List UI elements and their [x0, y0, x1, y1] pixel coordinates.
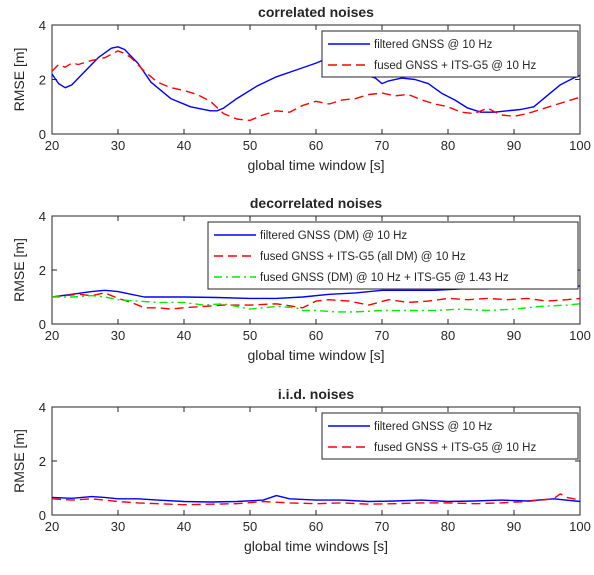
legend-box: [321, 412, 579, 460]
x-tick-label: 70: [375, 328, 389, 343]
x-tick-label: 70: [375, 138, 389, 153]
x-tick-label: 60: [309, 519, 323, 534]
y-tick-label: 4: [39, 209, 46, 224]
x-axis-label: global time windows [s]: [244, 538, 388, 554]
x-tick-label: 100: [569, 138, 591, 153]
legend-label: fused GNSS + ITS-G5 @ 10 Hz: [374, 442, 536, 454]
series-line-3: [52, 294, 581, 313]
x-axis-label: global time window [s]: [248, 347, 385, 363]
legend-box: [321, 30, 579, 78]
legend-label: filtered GNSS @ 10 Hz: [374, 39, 493, 51]
x-axis-label: global time window [s]: [248, 157, 385, 173]
y-tick-label: 0: [39, 127, 46, 142]
y-tick-label: 2: [39, 73, 46, 88]
x-tick-label: 50: [243, 328, 257, 343]
x-tick-label: 100: [569, 328, 591, 343]
x-tick-label: 90: [507, 138, 521, 153]
series-line-2: [51, 50, 581, 122]
chart-title: decorrelated noises: [250, 195, 382, 211]
x-tick-label: 100: [569, 519, 591, 534]
series-line-2: [51, 292, 581, 310]
subplot-2: decorrelated noises 20 30 40 50 60 70 80 90 100 0 2…: [11, 195, 591, 363]
x-tick-label: 30: [111, 519, 125, 534]
y-tick-label: 4: [39, 400, 46, 415]
x-tick-label: 80: [441, 328, 455, 343]
x-tick-label: 90: [507, 519, 521, 534]
chart-title: i.i.d. noises: [278, 386, 354, 402]
legend: filtered GNSS @ 10 Hz fused GNSS + ITS-G5…: [321, 412, 579, 460]
x-tick-label: 40: [177, 328, 191, 343]
y-axis-label: RMSE [m]: [11, 238, 27, 302]
x-tick-label: 30: [111, 138, 125, 153]
x-tick-label: 60: [309, 328, 323, 343]
y-tick-label: 2: [39, 454, 46, 469]
legend: filtered GNSS @ 10 Hz fused GNSS + ITS-G5…: [321, 30, 579, 78]
x-tick-label: 40: [177, 138, 191, 153]
legend-label: fused GNSS + ITS-G5 (all DM) @ 10 Hz: [260, 251, 466, 263]
y-axis-label: RMSE [m]: [11, 429, 27, 493]
subplot-3: i.i.d. noises 20 30 40 50 60 70 80 90 100 0 2 4 globa…: [11, 386, 591, 554]
x-tick-label: 50: [243, 138, 257, 153]
y-tick-label: 4: [39, 18, 46, 33]
x-tick-label: 90: [507, 328, 521, 343]
x-tick-label: 50: [243, 519, 257, 534]
legend-label: fused GNSS + ITS-G5 @ 10 Hz: [374, 60, 536, 72]
y-axis-label: RMSE [m]: [11, 48, 27, 112]
y-tick-label: 0: [39, 317, 46, 332]
x-tick-label: 20: [45, 138, 59, 153]
y-tick-label: 0: [39, 508, 46, 523]
x-tick-label: 30: [111, 328, 125, 343]
series-line-1: [51, 494, 581, 503]
subplot-1: correlated noises 20 30 40 50 60 70 80 90 100 0 2 4 g…: [11, 4, 591, 173]
legend-box: [207, 221, 579, 290]
y-tick-label: 2: [39, 263, 46, 278]
legend-label: fused GNSS (DM) @ 10 Hz + ITS-G5 @ 1.43 …: [260, 272, 509, 284]
x-tick-label: 60: [309, 138, 323, 153]
legend-label: filtered GNSS (DM) @ 10 Hz: [260, 230, 407, 242]
legend-label: filtered GNSS @ 10 Hz: [374, 421, 493, 433]
x-tick-label: 80: [441, 138, 455, 153]
chart-title: correlated noises: [258, 4, 374, 20]
x-tick-label: 20: [45, 328, 59, 343]
x-tick-label: 70: [375, 519, 389, 534]
x-tick-label: 80: [441, 519, 455, 534]
x-tick-label: 40: [177, 519, 191, 534]
x-tick-label: 20: [45, 519, 59, 534]
legend: filtered GNSS (DM) @ 10 Hz fused GNSS + I…: [207, 221, 579, 290]
